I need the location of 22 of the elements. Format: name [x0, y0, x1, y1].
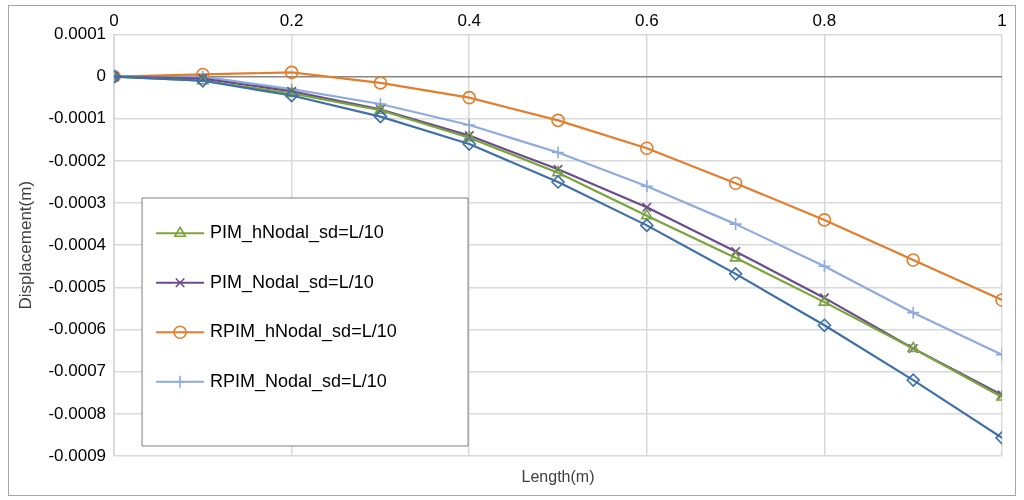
y-tick-label: -0.0007 [48, 361, 107, 381]
x-tick-label: 0.2 [279, 10, 304, 30]
x-tick-label: 0.8 [812, 10, 837, 30]
y-tick-label: 0.0001 [54, 24, 107, 44]
legend-label: RPIM_Nodal_sd=L/10 [210, 370, 387, 392]
y-tick-label: -0.0003 [48, 192, 107, 212]
y-tick-label: -0.0005 [48, 277, 107, 297]
legend-label: PIM_Nodal_sd=L/10 [210, 271, 374, 293]
y-tick-label: -0.0008 [48, 403, 107, 423]
y-tick-label: -0.0001 [48, 108, 107, 128]
x-tick-label: 0.6 [635, 10, 659, 30]
x-axis-title: Length(m) [521, 468, 595, 486]
x-tick-label: 1 [997, 10, 1007, 30]
x-tick-label: 0.4 [457, 10, 482, 30]
y-tick-label: -0.0009 [48, 445, 107, 465]
legend-label: PIM_hNodal_sd=L/10 [210, 222, 384, 244]
y-tick-label: -0.0004 [48, 234, 107, 254]
y-tick-label: -0.0002 [48, 150, 107, 170]
y-tick-label: -0.0006 [48, 319, 107, 339]
y-axis-title: Displacement(m) [15, 180, 35, 310]
y-tick-label: 0 [96, 66, 107, 86]
legend-label: RPIM_hNodal_sd=L/10 [210, 321, 397, 343]
